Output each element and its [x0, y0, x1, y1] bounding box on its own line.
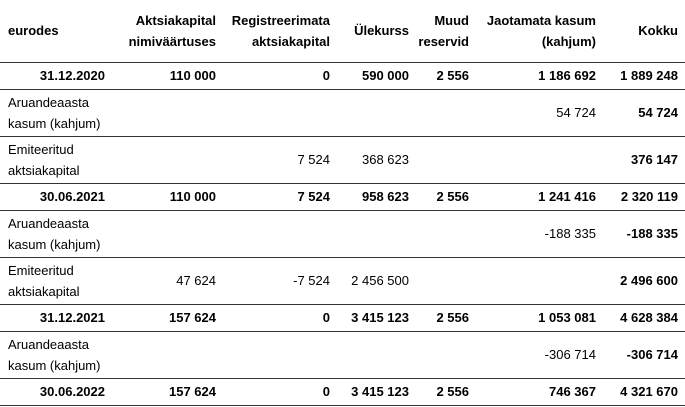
value-cell: [223, 331, 337, 378]
value-cell: 157 624: [169, 384, 216, 399]
table-row: 30.06.2021 110 000 7 524 958 623 2 556 1…: [0, 183, 685, 210]
total-cell: 4 628 384: [620, 310, 678, 325]
value-cell: [223, 210, 337, 257]
value-cell: 7 524: [297, 189, 330, 204]
value-cell: 2 556: [436, 189, 469, 204]
value-cell: [416, 331, 476, 378]
table-row: Emiteeritud aktsiakapital 47 624 -7 524 …: [0, 257, 685, 304]
row-label-cell: Emiteeritud aktsiakapital: [8, 262, 80, 299]
total-cell: 2 320 119: [620, 189, 678, 204]
value-cell: [223, 89, 337, 136]
value-cell: 3 415 123: [351, 310, 409, 325]
column-header-label: reservid: [418, 33, 469, 49]
table-row: 31.12.2020 110 000 0 590 000 2 556 1 186…: [0, 62, 685, 89]
value-cell: [416, 257, 476, 304]
value-cell: 0: [322, 68, 330, 83]
row-label-cell: Aruandeaasta kasum (kahjum): [8, 336, 101, 373]
value-cell: 1 053 081: [538, 310, 596, 325]
row-label-cell: Emiteeritud aktsiakapital: [8, 141, 80, 178]
value-cell: 157 624: [169, 310, 216, 325]
value-cell: 3 415 123: [351, 384, 409, 399]
value-cell: [337, 331, 416, 378]
column-header-label: eurodes: [8, 23, 59, 39]
value-cell: [416, 136, 476, 183]
value-cell: 0: [322, 384, 330, 399]
total-cell: 2 496 600: [620, 273, 678, 288]
total-cell: -188 335: [626, 226, 678, 241]
value-cell: 368 623: [362, 152, 409, 167]
value-cell: 2 556: [436, 384, 469, 399]
value-cell: -188 335: [544, 226, 596, 241]
value-cell: 590 000: [362, 68, 409, 83]
row-label-cell: 31.12.2021: [39, 310, 105, 325]
value-cell: [337, 210, 416, 257]
column-header-label: Kokku: [638, 23, 678, 39]
row-label-cell: 30.06.2021: [39, 189, 105, 204]
column-header-muud-reservid: Muud reservid: [416, 0, 476, 62]
row-label-cell: 31.12.2020: [39, 68, 105, 83]
column-header-kokku: Kokku: [603, 0, 685, 62]
total-cell: -306 714: [626, 347, 678, 362]
column-header-label: Jaotamata kasum: [486, 12, 596, 28]
value-cell: 0: [322, 310, 330, 325]
table-row: Aruandeaasta kasum (kahjum) -188 335 -18…: [0, 210, 685, 257]
value-cell: [416, 210, 476, 257]
value-cell: 7 524: [297, 152, 330, 167]
value-cell: [337, 89, 416, 136]
value-cell: [476, 136, 603, 183]
table-row: Aruandeaasta kasum (kahjum) 54 724 54 72…: [0, 89, 685, 136]
column-header-label: Ülekurss: [354, 23, 409, 39]
value-cell: [112, 89, 223, 136]
value-cell: [416, 89, 476, 136]
table-row: Aruandeaasta kasum (kahjum) -306 714 -30…: [0, 331, 685, 378]
value-cell: 47 624: [176, 273, 216, 288]
column-header-label: (kahjum): [541, 33, 596, 49]
column-header-jaotamata-kasum: Jaotamata kasum (kahjum): [476, 0, 603, 62]
total-cell: 4 321 670: [620, 384, 678, 399]
total-cell: 376 147: [631, 152, 678, 167]
table-row: 31.12.2021 157 624 0 3 415 123 2 556 1 0…: [0, 304, 685, 331]
column-header-label: aktsiakapital: [251, 33, 330, 49]
column-header-label: nimiväärtuses: [128, 33, 216, 49]
value-cell: 1 241 416: [538, 189, 596, 204]
value-cell: 110 000: [169, 189, 216, 204]
value-cell: 958 623: [362, 189, 409, 204]
table-row: Emiteeritud aktsiakapital 7 524 368 623 …: [0, 136, 685, 183]
total-cell: 54 724: [638, 105, 678, 120]
value-cell: -306 714: [544, 347, 596, 362]
column-header-label: Muud: [434, 12, 469, 28]
table-header-row: eurodes Aktsiakapital nimiväärtuses Regi…: [0, 0, 685, 62]
column-header-ulekurss: Ülekurss: [337, 0, 416, 62]
value-cell: [112, 136, 223, 183]
total-cell: 1 889 248: [620, 68, 678, 83]
value-cell: 110 000: [169, 68, 216, 83]
column-header-aktsiakapital: Aktsiakapital nimiväärtuses: [112, 0, 223, 62]
value-cell: 1 186 692: [538, 68, 596, 83]
value-cell: [112, 210, 223, 257]
column-header-eurodes: eurodes: [0, 0, 112, 62]
value-cell: [112, 331, 223, 378]
row-label-cell: Aruandeaasta kasum (kahjum): [8, 94, 101, 131]
column-header-label: Registreerimata: [231, 12, 330, 28]
row-label-cell: 30.06.2022: [39, 384, 105, 399]
column-header-registreerimata: Registreerimata aktsiakapital: [223, 0, 337, 62]
row-label-cell: Aruandeaasta kasum (kahjum): [8, 215, 101, 252]
value-cell: [476, 257, 603, 304]
value-cell: 54 724: [556, 105, 596, 120]
value-cell: 2 556: [436, 68, 469, 83]
column-header-label: Aktsiakapital: [135, 12, 216, 28]
value-cell: 2 456 500: [351, 273, 409, 288]
table-row: 30.06.2022 157 624 0 3 415 123 2 556 746…: [0, 378, 685, 405]
value-cell: -7 524: [293, 273, 330, 288]
value-cell: 2 556: [436, 310, 469, 325]
value-cell: 746 367: [549, 384, 596, 399]
